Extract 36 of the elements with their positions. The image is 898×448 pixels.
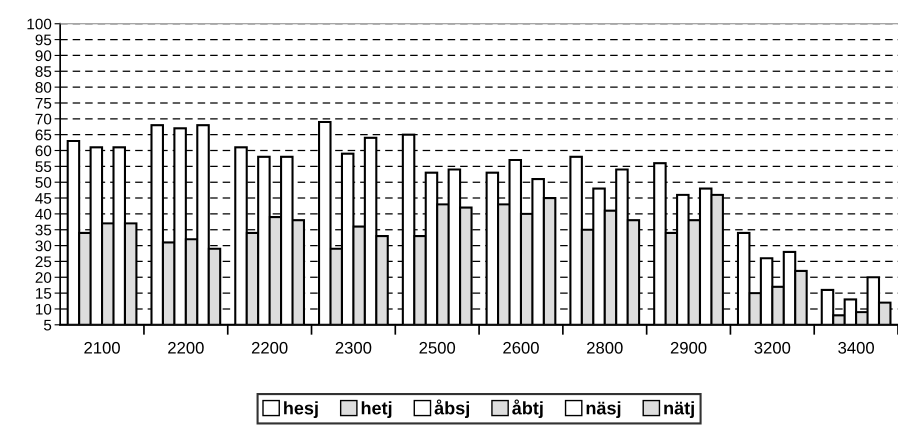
y-tick-label: 30 — [35, 240, 52, 252]
y-tick-label: 100 — [28, 18, 52, 30]
x-tick-label: 3400 — [838, 342, 874, 354]
x-tick-label: 2200 — [252, 342, 288, 354]
y-tick-label: 60 — [36, 145, 52, 156]
y-tick-label: 15 — [36, 288, 52, 299]
y-tick-label: 25 — [36, 256, 52, 268]
x-tick-label: 2200 — [168, 342, 204, 354]
y-tick-label: 35 — [35, 224, 52, 236]
y-tick-label: 95 — [36, 34, 52, 46]
x-tick-label: 2300 — [336, 342, 372, 354]
y-tick-label: 5 — [44, 320, 52, 330]
y-tick-label: 10 — [36, 304, 52, 315]
y-tick-label: 70 — [36, 114, 52, 124]
x-tick-label: 2500 — [419, 342, 456, 354]
y-tick-label: 55 — [35, 161, 52, 172]
y-tick-label: 80 — [36, 82, 52, 93]
x-tick-label: 2100 — [84, 342, 120, 354]
y-tick-label: 40 — [35, 208, 52, 220]
x-tick-label: 2600 — [503, 342, 539, 354]
x-tick-label: 3200 — [754, 342, 790, 354]
x-tick-label: 2900 — [670, 342, 706, 354]
y-tick-label: 85 — [36, 66, 52, 77]
x-tick-label: 2800 — [587, 342, 623, 354]
y-tick-label: 20 — [36, 272, 52, 283]
legend-label: åbtj — [512, 399, 543, 418]
y-tick-label: 45 — [35, 193, 52, 204]
legend-label: åbsj — [434, 399, 469, 418]
legend-label: hetj — [362, 401, 392, 418]
y-tick-label: 50 — [35, 177, 52, 188]
legend-label: nätj — [664, 401, 694, 418]
legend-label: näsj — [586, 401, 620, 418]
y-tick-label: 75 — [36, 98, 52, 109]
y-tick-label: 65 — [36, 130, 52, 140]
y-tick-label: 90 — [36, 50, 52, 62]
legend-label: hesj — [284, 401, 318, 418]
